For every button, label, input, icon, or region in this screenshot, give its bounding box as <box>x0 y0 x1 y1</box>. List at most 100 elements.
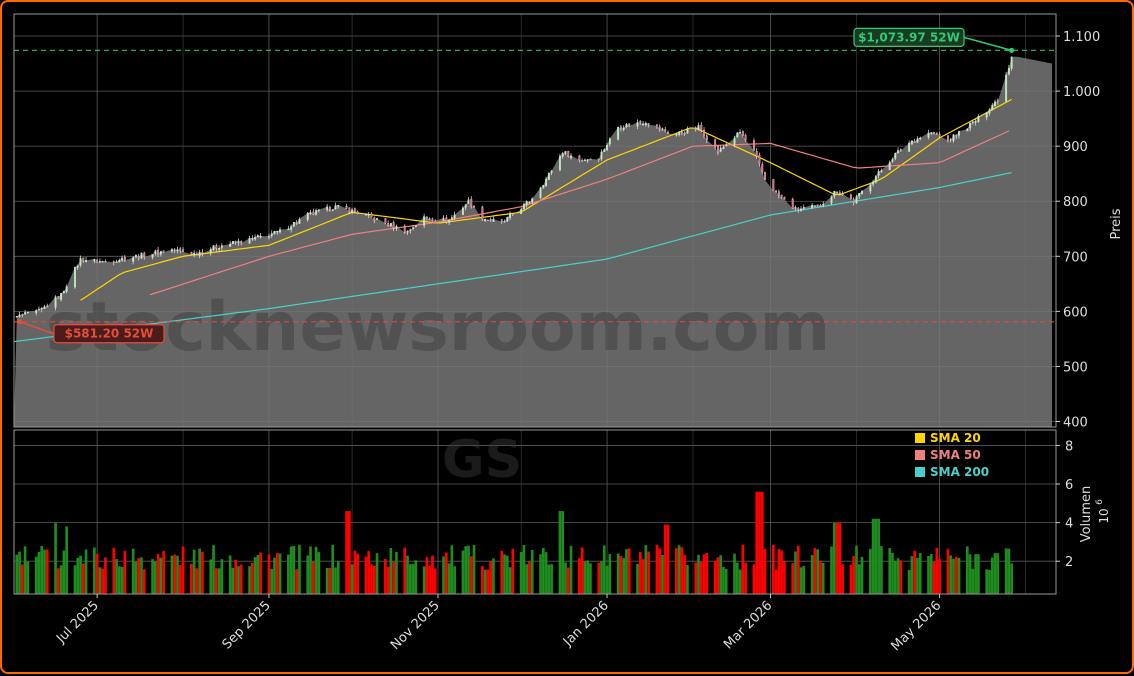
volume-bar <box>214 568 218 594</box>
candle-body <box>783 197 786 200</box>
volume-bar <box>309 546 312 594</box>
volume-bar <box>602 545 606 594</box>
volume-bar <box>946 549 950 594</box>
candle-body <box>700 124 703 131</box>
volume-bar <box>428 565 432 594</box>
volume-bar <box>990 557 994 594</box>
volume-bar <box>1004 548 1008 594</box>
candle-body <box>54 296 57 308</box>
volume-bar <box>20 564 24 594</box>
volume-bar <box>713 561 717 594</box>
x-tick-label: May 2026 <box>889 598 945 654</box>
candle-body <box>428 218 431 220</box>
candle-body <box>140 252 143 259</box>
candle-body <box>82 257 85 262</box>
volume-bar <box>913 550 916 594</box>
volume-bar <box>151 559 154 594</box>
x-tick-label: Sep 2025 <box>220 598 274 652</box>
candle-body <box>309 212 312 215</box>
volume-bar <box>450 545 454 594</box>
candle-body <box>897 150 899 154</box>
candle-body <box>813 205 816 207</box>
volume-bar <box>741 544 745 594</box>
candle-body <box>861 191 863 195</box>
volume-bar <box>353 550 357 594</box>
candle-body <box>279 229 281 233</box>
candle-body <box>927 132 930 138</box>
candle-body <box>453 214 456 219</box>
candle-body <box>492 218 495 222</box>
sma-line-sma200 <box>14 172 1012 343</box>
candle-body <box>315 210 318 215</box>
candle-body <box>337 205 340 207</box>
candles <box>15 56 1013 318</box>
volume-bar <box>500 550 504 594</box>
volume-bar <box>45 549 49 594</box>
volume-bar <box>968 554 972 594</box>
candle-body <box>76 265 79 268</box>
candle-body <box>201 251 204 254</box>
volume-bar <box>658 548 662 594</box>
candle-body <box>273 230 276 235</box>
candle-body <box>470 198 473 207</box>
candle-body <box>442 217 445 221</box>
ticker-watermark: GS <box>442 430 522 490</box>
candle-body <box>464 204 467 208</box>
price-area <box>14 56 1052 427</box>
candle-body <box>891 159 894 162</box>
volume-bar <box>406 555 409 594</box>
volume-bar <box>561 511 565 594</box>
candle-body <box>1005 74 1008 102</box>
candle-body <box>852 198 855 203</box>
candle-body <box>775 190 778 192</box>
volume-bar <box>965 546 969 594</box>
volume-bar <box>716 557 720 594</box>
candle-body <box>115 261 118 263</box>
volume-bar <box>832 522 836 594</box>
volume-bar <box>461 550 465 594</box>
candle-body <box>714 139 717 148</box>
candle-body <box>312 211 315 215</box>
volume-bar <box>23 546 27 594</box>
candle-body <box>752 140 755 151</box>
volume-bar <box>777 549 781 594</box>
volume-bar <box>59 565 63 594</box>
volume-bar <box>173 554 177 594</box>
candle-body <box>583 159 586 162</box>
candle-body <box>547 173 550 180</box>
candle-body <box>570 155 572 159</box>
candle-body <box>101 261 104 263</box>
price-tick-label: 600 <box>1063 305 1088 320</box>
legend-label-sma200: SMA 200 <box>930 465 989 479</box>
volume-bar <box>586 560 589 594</box>
volume-bar <box>140 557 143 594</box>
candle-body <box>683 132 686 135</box>
candle-body <box>376 218 378 220</box>
volume-bar <box>1010 563 1013 594</box>
candle-body <box>705 135 708 141</box>
volume-bar <box>860 556 864 594</box>
volume-bar <box>616 553 620 594</box>
candle-body <box>118 259 121 263</box>
volume-bar <box>270 568 274 594</box>
volume-bar <box>57 568 60 594</box>
candle-body <box>969 122 972 129</box>
volume-tick-label: 8 <box>1065 439 1073 454</box>
volume-bar <box>464 546 468 594</box>
candle-body <box>758 155 761 164</box>
candle-body <box>539 187 542 198</box>
candle-body <box>545 178 548 187</box>
volume-bar <box>830 546 833 594</box>
candle-body <box>811 205 814 208</box>
candle-body <box>764 172 766 180</box>
volume-bar <box>780 550 783 594</box>
volume-bar <box>112 547 116 594</box>
volume-bar <box>447 563 451 594</box>
candle-body <box>603 149 606 152</box>
volume-bar <box>137 558 141 594</box>
candle-body <box>331 209 334 211</box>
candle-body <box>473 205 475 208</box>
volume-bar <box>938 558 941 594</box>
candle-body <box>276 230 279 233</box>
volume-bar <box>40 545 44 594</box>
